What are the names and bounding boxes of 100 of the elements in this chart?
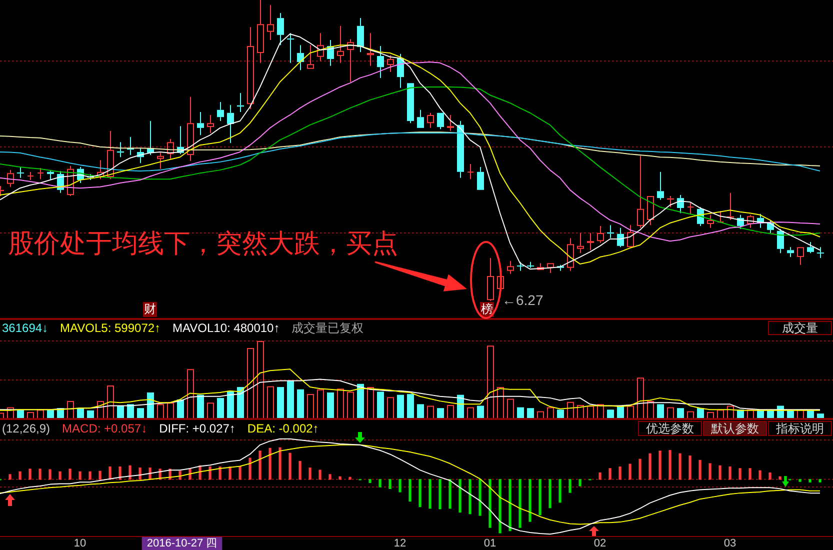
bar (348, 476, 352, 480)
candlestick (287, 32, 294, 64)
bar (157, 404, 164, 419)
bar (327, 392, 334, 419)
bar (417, 404, 424, 419)
bar (527, 408, 534, 419)
bar (738, 468, 742, 480)
text: 财 (144, 302, 156, 316)
text: 成交量已复权 (292, 320, 364, 335)
bar (257, 340, 264, 419)
bar (187, 369, 194, 419)
candlestick (357, 18, 364, 53)
bar (728, 466, 732, 480)
bar (747, 410, 754, 419)
text: 成交量 (782, 320, 818, 335)
bar (567, 402, 574, 419)
bar (208, 466, 212, 480)
text: 指标说明 (775, 421, 824, 436)
bar (448, 479, 452, 509)
candlestick (657, 171, 664, 200)
candlestick (547, 263, 554, 274)
bar (467, 407, 474, 419)
candlestick (267, 4, 274, 41)
candlestick (107, 130, 114, 180)
candlestick (187, 96, 194, 162)
candlestick (787, 246, 794, 258)
bar (307, 394, 314, 419)
bar (477, 406, 484, 419)
candlestick (587, 232, 594, 251)
bar (368, 479, 372, 483)
bar (447, 404, 454, 419)
bar (267, 386, 274, 419)
bar (748, 468, 752, 480)
bar (558, 479, 562, 503)
bar (668, 450, 672, 480)
bar (487, 346, 494, 419)
bar (58, 471, 62, 480)
candlestick (7, 170, 14, 188)
bar (427, 406, 434, 419)
candlestick (707, 214, 714, 228)
bar (228, 466, 232, 480)
annotation: ←6.27 (502, 292, 544, 308)
candlestick (407, 83, 414, 124)
bar (657, 404, 664, 419)
bar (18, 471, 22, 480)
bar (458, 479, 462, 513)
bar (98, 470, 102, 480)
bar (107, 385, 114, 419)
candlestick (727, 192, 734, 221)
bar (207, 402, 214, 419)
bar (428, 479, 432, 509)
bar (298, 461, 302, 480)
candlestick (477, 166, 484, 190)
bar (768, 472, 772, 480)
candlestick (437, 112, 444, 130)
bar (547, 407, 554, 419)
bar (508, 479, 512, 532)
bar (598, 472, 602, 480)
bar (258, 450, 262, 480)
bar (217, 398, 224, 419)
bar (108, 466, 112, 480)
candlestick (277, 12, 284, 46)
bar (418, 479, 422, 508)
candlestick (417, 109, 424, 128)
bar (528, 479, 532, 522)
text: MAVOL10: 480010↑ (172, 320, 280, 335)
bar (587, 406, 594, 419)
bar (407, 394, 414, 419)
bar (278, 447, 282, 480)
bar (137, 408, 144, 419)
bar (128, 465, 132, 480)
bar (507, 398, 514, 419)
candlestick (667, 195, 674, 208)
bar (68, 468, 72, 480)
bar (627, 406, 634, 419)
bar (237, 387, 244, 419)
bar (378, 479, 382, 488)
bar (628, 464, 632, 480)
text: 361694↓ (2, 320, 48, 335)
candlestick (247, 26, 254, 110)
bar (638, 458, 642, 480)
bar (577, 404, 584, 419)
bar (238, 466, 242, 480)
text: 2016-10-27 四 (146, 538, 218, 550)
candlestick (207, 114, 214, 134)
bar (778, 476, 782, 480)
bar (618, 466, 622, 480)
bar (677, 408, 684, 419)
bar (708, 463, 712, 480)
bar (548, 479, 552, 508)
x-tick-label: 10 (74, 538, 86, 550)
bar (318, 470, 322, 480)
candlestick (447, 114, 454, 132)
bar (397, 394, 404, 419)
bar (387, 397, 394, 419)
candlestick (217, 102, 224, 122)
candlestick (427, 112, 434, 128)
bar (468, 479, 472, 514)
candlestick (157, 152, 164, 170)
candlestick (537, 262, 544, 270)
